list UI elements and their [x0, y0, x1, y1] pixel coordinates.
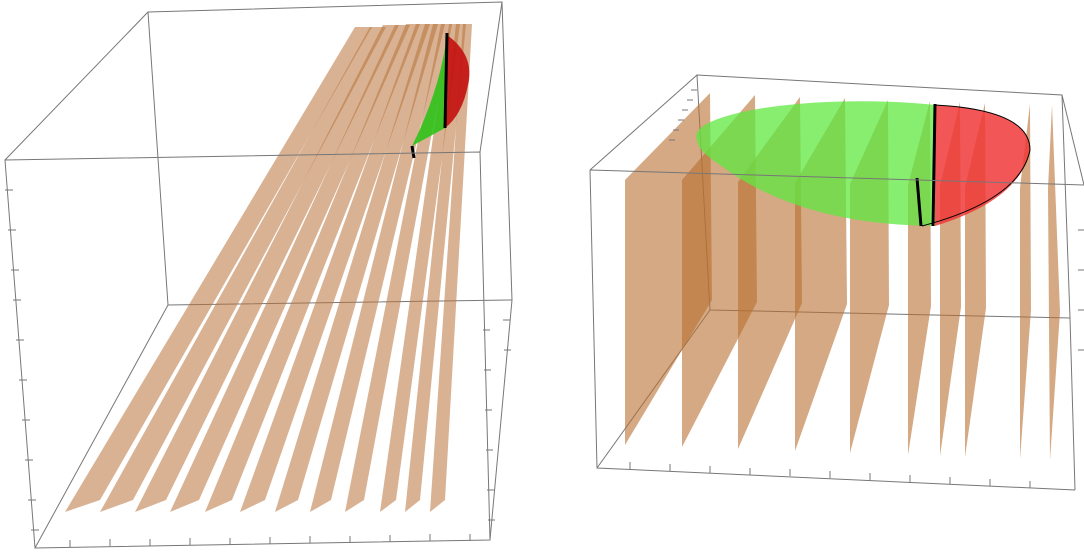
axis-ticks — [1078, 229, 1084, 351]
sheet — [205, 24, 420, 512]
sheet — [310, 24, 445, 512]
axis-ticks — [69, 534, 471, 547]
box-front-face — [4, 151, 491, 549]
left-sheets — [65, 24, 472, 512]
sheet — [275, 24, 438, 512]
red-surface — [445, 35, 470, 128]
green-surface — [696, 101, 935, 226]
right-sheets — [625, 93, 1060, 460]
axis-ticks — [669, 89, 697, 141]
left-plot — [4, 1, 513, 549]
boundary-curve — [915, 103, 937, 227]
right-plot — [589, 74, 1084, 491]
left-box-back — [4, 1, 513, 549]
left-box-front — [4, 151, 511, 549]
box-connectors — [4, 1, 513, 549]
rim-curve — [921, 104, 1031, 227]
boundary-curve — [410, 32, 449, 159]
sheet — [380, 24, 460, 512]
sheet — [240, 24, 430, 512]
axis-ticks — [5, 189, 39, 531]
axis-ticks — [483, 319, 511, 521]
green-surface — [412, 35, 447, 146]
sheet — [100, 27, 386, 512]
right-box-front — [589, 89, 1084, 491]
sheet — [170, 25, 410, 512]
sheet — [1048, 105, 1060, 460]
sheet — [345, 24, 452, 512]
red-surface — [935, 105, 1030, 226]
sheet — [1020, 104, 1031, 459]
sheet — [405, 24, 466, 512]
sheet — [430, 24, 472, 512]
axis-ticks — [629, 462, 1031, 488]
sheet — [65, 27, 372, 512]
box-front-face — [589, 169, 1084, 491]
sheet — [135, 25, 399, 512]
